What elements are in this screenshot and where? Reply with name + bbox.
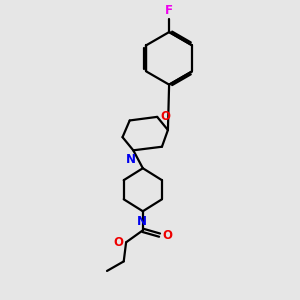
Text: O: O <box>160 110 170 123</box>
Text: N: N <box>136 215 147 228</box>
Text: N: N <box>126 153 136 166</box>
Text: O: O <box>162 229 172 242</box>
Text: F: F <box>165 4 173 17</box>
Text: O: O <box>113 236 123 249</box>
